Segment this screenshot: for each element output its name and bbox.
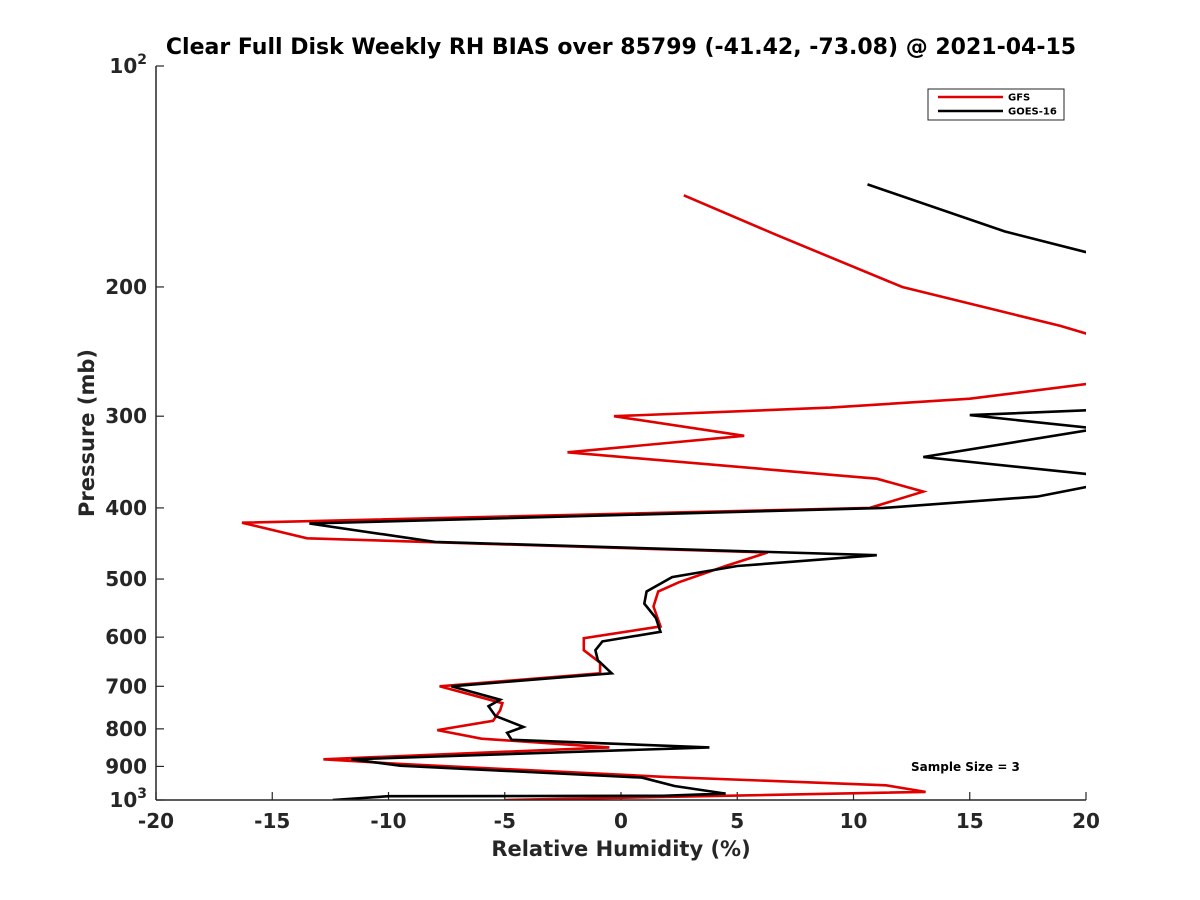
x-tick-label: 20: [1072, 809, 1100, 833]
x-tick-label: -15: [254, 809, 290, 833]
y-tick-exponent: 3: [137, 786, 147, 802]
x-tick-label: 15: [956, 809, 984, 833]
legend-box: [927, 88, 1065, 121]
y-tick-label: 300: [105, 404, 147, 428]
y-tick-label: 103: [109, 786, 147, 812]
x-tick-label: 0: [614, 809, 628, 833]
chart-title: Clear Full Disk Weekly RH BIAS over 8579…: [166, 35, 1076, 60]
y-tick-label: 900: [105, 754, 147, 778]
y-tick-exponent: 2: [137, 52, 147, 68]
x-tick-label: -10: [370, 809, 406, 833]
legend-label-gfs: GFS: [1008, 93, 1030, 104]
y-tick-base: 10: [109, 54, 137, 78]
x-tick-label: -20: [138, 809, 174, 833]
series-line-gfs: [241, 194, 1086, 800]
y-tick-label: 200: [105, 275, 147, 299]
legend-label-goes16: GOES-16: [1008, 107, 1057, 118]
y-tick-label: 600: [105, 625, 147, 649]
y-tick-base: 10: [109, 788, 137, 812]
series-layer: [241, 183, 1086, 800]
legend: GFS GOES-16: [927, 88, 1065, 121]
y-tick-label: 700: [105, 674, 147, 698]
x-tick-label: -5: [494, 809, 516, 833]
x-tick-label: 10: [840, 809, 868, 833]
sample-size-annotation: Sample Size = 3: [911, 760, 1020, 774]
y-tick-label: 500: [105, 567, 147, 591]
tick-layer: -20 -15 -10 -5 0 5 10 15 20102200300400500600700…: [105, 52, 1100, 833]
series-line-goes16: [309, 183, 1086, 800]
x-tick-label: 5: [730, 809, 744, 833]
y-tick-label: 400: [105, 496, 147, 520]
y-axis-label: Pressure (mb): [75, 349, 99, 517]
y-tick-label: 800: [105, 717, 147, 741]
y-tick-label: 102: [109, 52, 147, 78]
x-axis-label: Relative Humidity (%): [491, 837, 750, 861]
